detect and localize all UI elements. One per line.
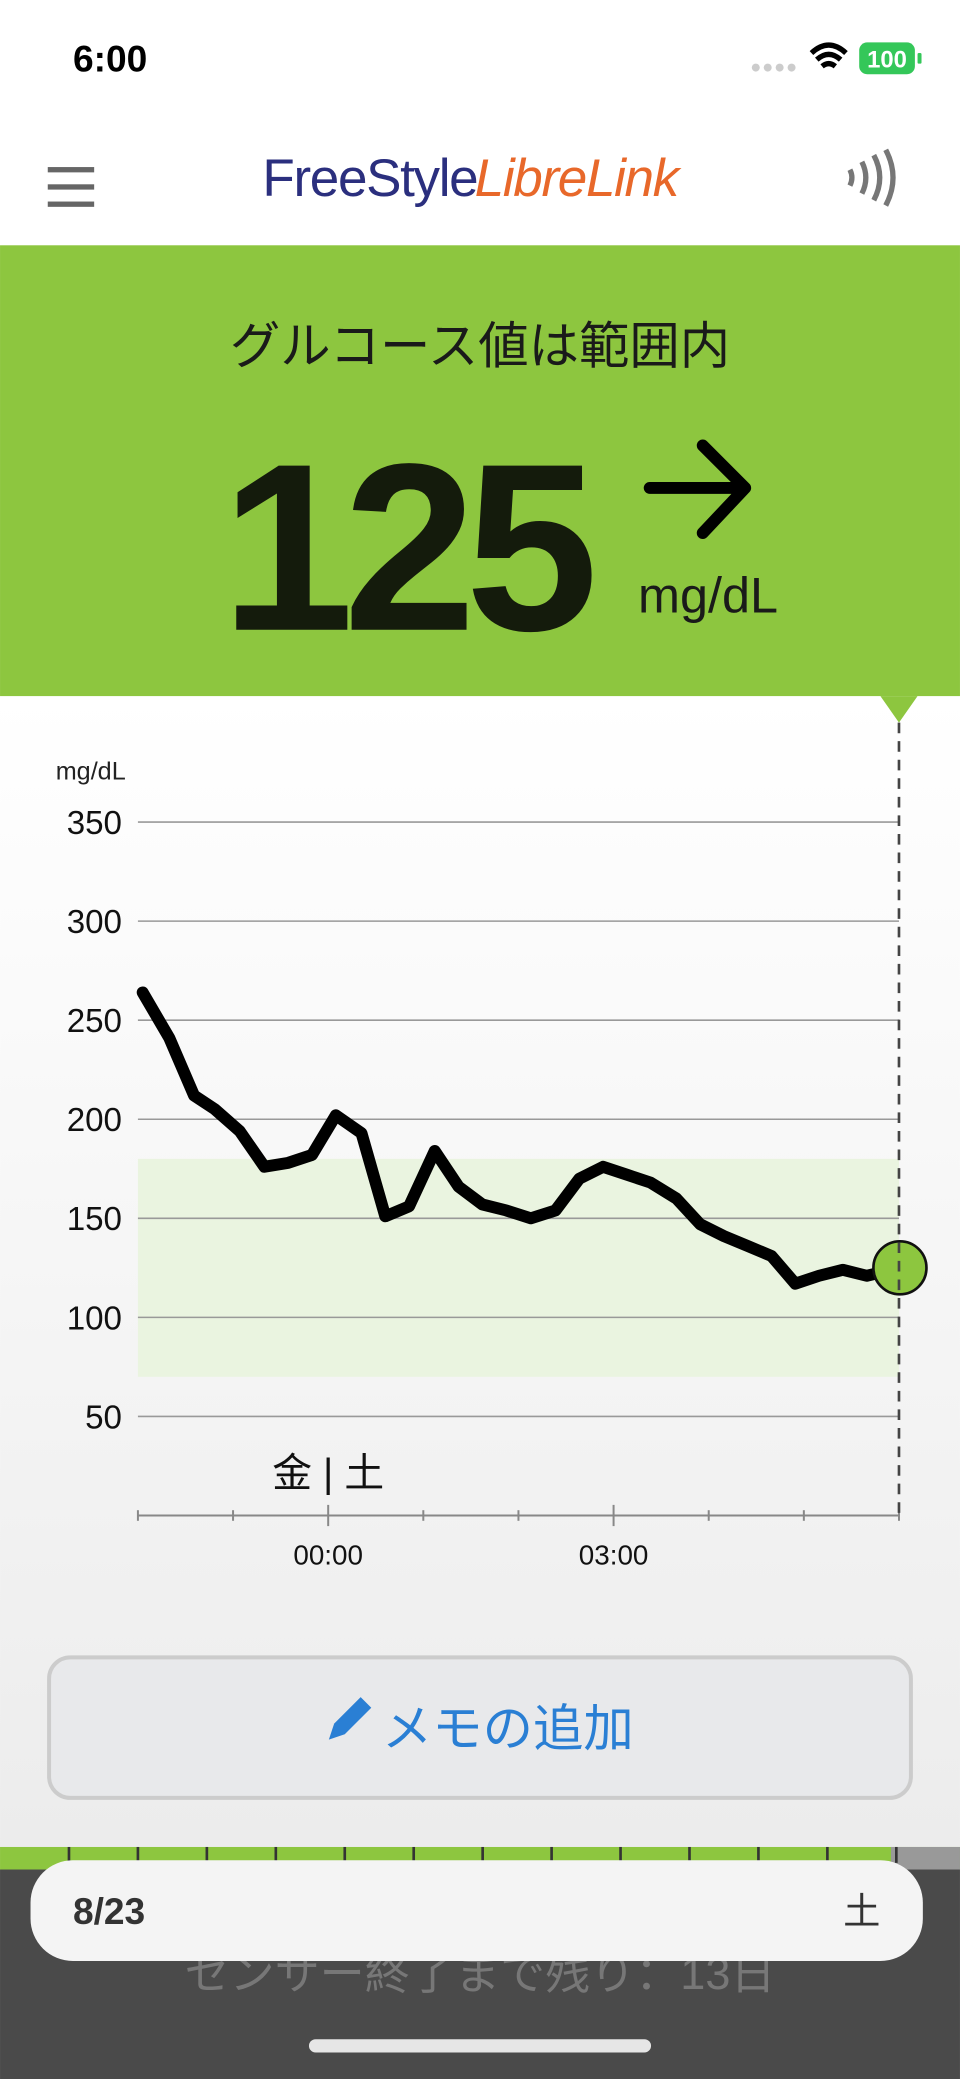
- home-indicator: [308, 2039, 652, 2053]
- target-range: [137, 1158, 899, 1377]
- glucose-chart: mg/dL 50 100 150 200 250 300 350 00:00 03:00 金 | 土: [56, 758, 928, 1571]
- y-tick-label: 300: [67, 904, 122, 941]
- glucose-line: [136, 986, 906, 1290]
- battery: [859, 42, 915, 75]
- sensor-remaining: [891, 1846, 960, 1870]
- status-banner: [0, 245, 960, 697]
- day-label: 金 | 土: [272, 1451, 384, 1495]
- battery-tip: [917, 53, 922, 64]
- trend-arrow: [643, 439, 752, 539]
- memo-label[interactable]: メモの追加: [382, 1700, 634, 1757]
- glucose-unit: mg/dL: [638, 567, 778, 624]
- weekday: 土: [843, 1890, 880, 1932]
- glucose-value: 125: [221, 414, 592, 681]
- y-tick-label: 100: [67, 1300, 122, 1337]
- date: 8/23: [73, 1890, 145, 1932]
- y-unit: mg/dL: [56, 758, 126, 786]
- banner-pointer: [880, 696, 918, 723]
- status-time: 6:00: [73, 38, 147, 80]
- pencil-icon: [328, 1697, 372, 1740]
- glucose-status: グルコース値は範囲内: [230, 317, 730, 374]
- signal: [751, 63, 796, 72]
- y-tick-label: 250: [67, 1003, 122, 1040]
- logo-brand: FreeStyle: [262, 149, 477, 208]
- memo-button[interactable]: [47, 1655, 913, 1800]
- y-tick-label: 150: [67, 1201, 122, 1238]
- wifi-icon: [809, 42, 848, 69]
- y-tick-label: 350: [67, 805, 122, 842]
- x-tick-label: 00:00: [293, 1540, 363, 1571]
- menu-button[interactable]: [47, 167, 95, 207]
- y-tick-label: 50: [85, 1399, 122, 1436]
- y-tick-label: 200: [67, 1102, 122, 1139]
- date-pill: [30, 1860, 923, 1961]
- scan-button[interactable]: [847, 148, 896, 207]
- x-tick-label: 03:00: [579, 1540, 649, 1571]
- battery-level: 100: [867, 47, 907, 74]
- logo-product: LibreLink: [475, 149, 682, 208]
